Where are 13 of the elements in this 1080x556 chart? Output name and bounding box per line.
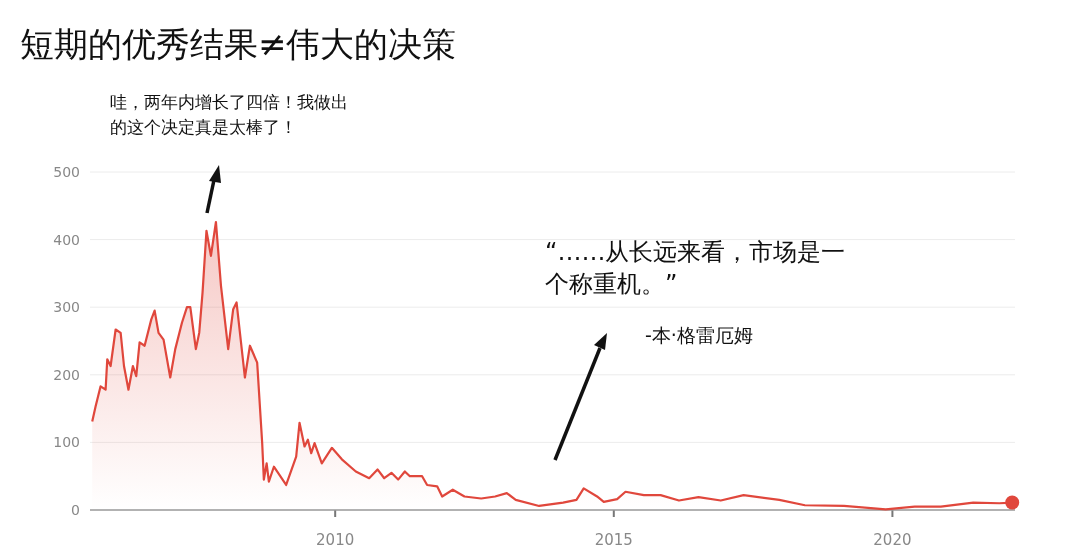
annotation: -本·格雷厄姆 — [645, 324, 753, 346]
x-tick-label: 2020 — [873, 531, 912, 549]
y-tick-label: 500 — [53, 163, 80, 180]
text: 哇，两年内增长了四倍！我做出的这个决定真是太棒了！ — [110, 92, 348, 137]
y-tick-label: 100 — [53, 434, 80, 451]
y-tick-label: 300 — [53, 299, 80, 316]
annotation: “……从长远来看，市场是一个称重机。” — [545, 238, 846, 298]
y-tick-label: 200 — [53, 366, 80, 383]
x-tick-label: 2010 — [316, 531, 355, 549]
chart-title: 短期的优秀结果≠伟大的决策 — [20, 24, 457, 64]
y-tick-label: 400 — [53, 231, 80, 248]
y-tick-label: 0 — [71, 501, 80, 518]
x-tick-label: 2015 — [594, 531, 633, 549]
